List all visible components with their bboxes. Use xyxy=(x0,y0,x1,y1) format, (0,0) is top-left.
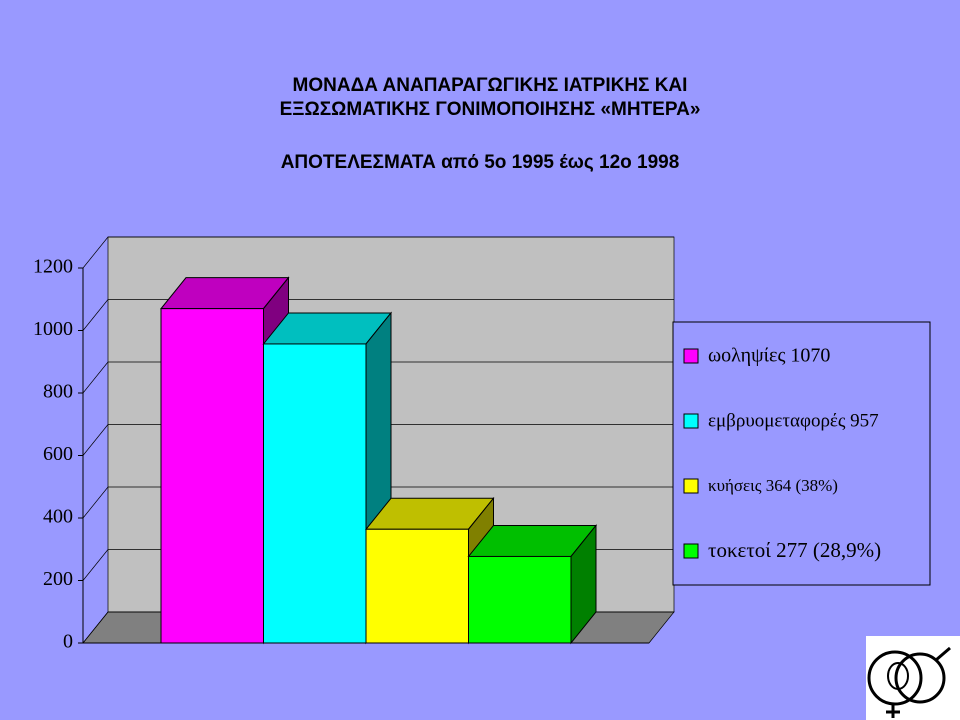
legend-label: τοκετοί 277 (28,9%) xyxy=(708,538,881,562)
grid-line xyxy=(82,611,109,644)
logo-circle xyxy=(867,650,923,706)
logo-embryo xyxy=(887,662,909,690)
legend-swatch xyxy=(683,348,699,364)
bar xyxy=(468,555,572,644)
y-tick-label: 200 xyxy=(43,568,73,590)
chart-title: ΜΟΝΑΔΑ ΑΝΑΠΑΡΑΓΩΓΙΚΗΣ ΙΑΤΡΙΚΗΣ ΚΑΙ xyxy=(293,75,688,96)
grid-line xyxy=(82,236,109,269)
bar xyxy=(263,343,367,644)
y-tick-label: 0 xyxy=(63,631,73,653)
legend-box xyxy=(672,321,931,586)
y-tick-label: 1200 xyxy=(33,256,73,278)
legend-swatch xyxy=(683,413,699,429)
legend-swatch xyxy=(683,543,699,559)
legend-label: εμβρυομεταφορές 957 xyxy=(708,410,879,431)
logo-circle xyxy=(894,652,946,704)
bar xyxy=(365,528,469,644)
legend-swatch xyxy=(683,478,699,494)
grid-line xyxy=(82,299,109,331)
grid-line xyxy=(82,361,109,394)
y-tick-label: 800 xyxy=(43,381,73,403)
y-tick-label: 600 xyxy=(43,443,73,465)
grid-line xyxy=(82,486,109,519)
logo-box xyxy=(866,636,960,720)
bar xyxy=(160,308,264,644)
grid-line xyxy=(82,424,109,456)
y-tick-label: 1000 xyxy=(33,318,73,340)
y-tick-label: 400 xyxy=(43,506,73,528)
legend-label: κυήσεις 364 (38%) xyxy=(708,476,838,495)
logo xyxy=(866,636,960,720)
chart-title: ΕΞΩΣΩΜΑΤΙΚΗΣ ΓΟΝΙΜΟΠΟΙΗΣΗΣ «ΜΗΤΕΡΑ» xyxy=(280,99,701,120)
grid-line xyxy=(82,549,109,581)
chart-subtitle: ΑΠΟΤΕΛΕΣΜΑΤΑ από 5ο 1995 έως 12ο 1998 xyxy=(281,152,680,173)
legend-label: ωοληψίες 1070 xyxy=(708,345,830,367)
plot-area: 0 200 400 600 800 1000 1200 ωοληψίες 1070 εμβρυο… xyxy=(33,236,931,653)
logo-line xyxy=(935,646,951,662)
